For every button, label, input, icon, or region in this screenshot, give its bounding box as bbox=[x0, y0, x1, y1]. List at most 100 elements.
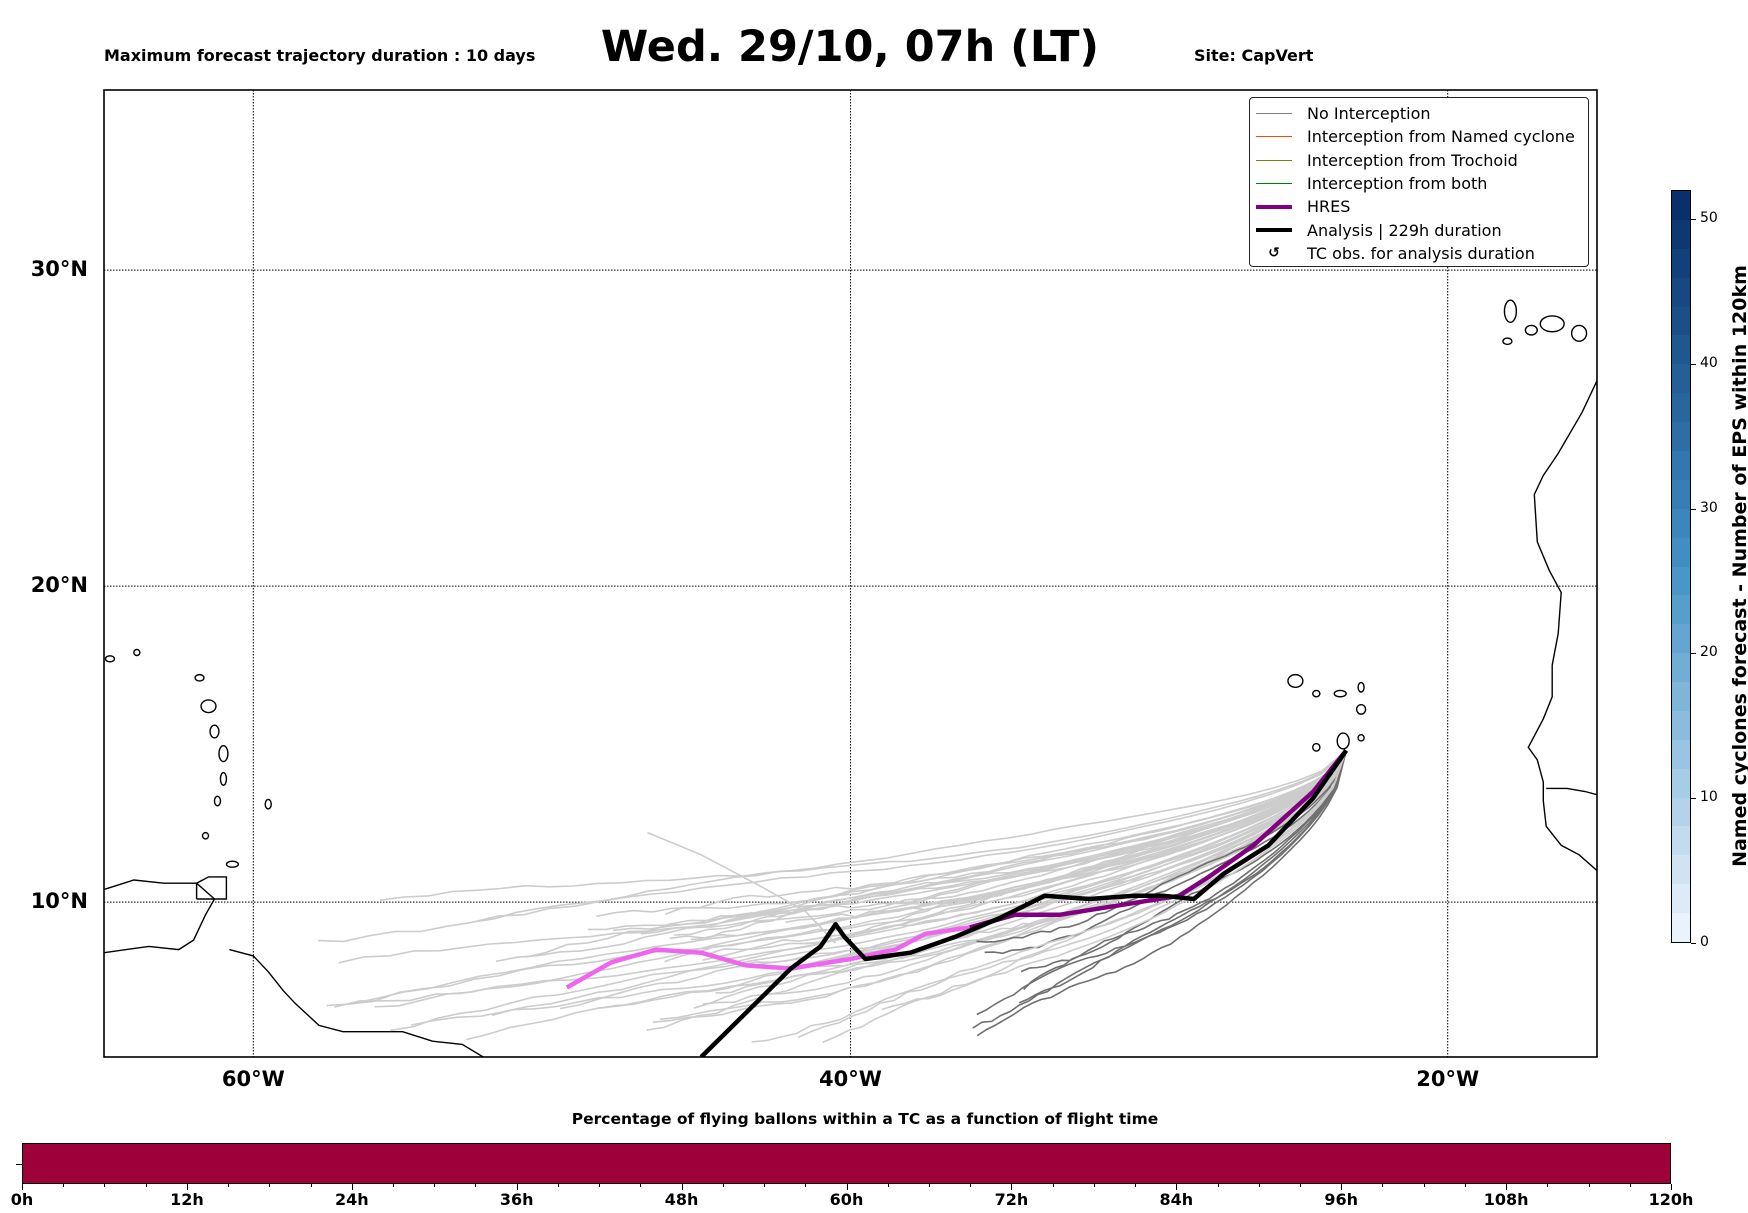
colorbar-segment bbox=[1672, 768, 1690, 798]
colorbar-segment bbox=[1672, 797, 1690, 827]
island bbox=[1570, 324, 1588, 342]
progress-bar-label: 24h bbox=[334, 1190, 369, 1209]
eps-trajectory bbox=[349, 750, 1347, 1005]
legend-swatch bbox=[1256, 136, 1292, 138]
eps-trajectory bbox=[741, 750, 1347, 966]
colorbar-segment bbox=[1672, 884, 1690, 914]
legend-label: Interception from Named cyclone bbox=[1307, 127, 1575, 147]
lat-label: 30°N bbox=[30, 257, 88, 282]
legend-label: No Interception bbox=[1307, 104, 1431, 124]
progress-bar-minor-tick bbox=[640, 1184, 642, 1187]
progress-bar-fill bbox=[23, 1144, 1670, 1183]
legend-swatch bbox=[1256, 159, 1292, 161]
colorbar-segment bbox=[1672, 913, 1690, 942]
legend-swatch bbox=[1256, 113, 1292, 115]
colorbar-segment bbox=[1672, 826, 1690, 856]
eps-trajectory bbox=[972, 750, 1347, 1029]
legend-label: HRES bbox=[1307, 197, 1351, 217]
eps-trajectory bbox=[410, 750, 1347, 1026]
legend-swatch bbox=[1256, 183, 1292, 185]
progress-bar-minor-tick bbox=[393, 1184, 395, 1187]
progress-bar-minor-tick bbox=[145, 1184, 147, 1187]
colorbar-segment bbox=[1672, 191, 1690, 220]
progress-bar-minor-tick bbox=[887, 1184, 889, 1187]
progress-bar-label: 120h bbox=[1648, 1190, 1694, 1209]
colorbar-segment bbox=[1672, 277, 1690, 307]
colorbar-tick-label: 0 bbox=[1700, 934, 1709, 950]
legend-item-trochoid: Interception from Trochoid bbox=[1250, 149, 1588, 172]
lat-label: 20°N bbox=[30, 573, 88, 598]
colorbar-segment bbox=[1672, 595, 1690, 625]
eps-trajectory bbox=[976, 750, 1347, 1037]
progress-bar-minor-tick bbox=[722, 1184, 724, 1187]
progress-bar-minor-tick bbox=[928, 1184, 930, 1187]
colorbar-segment bbox=[1672, 450, 1690, 480]
legend-item-both: Interception from both bbox=[1250, 172, 1588, 195]
progress-bar-label: 96h bbox=[1324, 1190, 1359, 1209]
colorbar-segment bbox=[1672, 364, 1690, 394]
legend-item-analysis: Analysis | 229h duration bbox=[1250, 218, 1588, 241]
colorbar-tick bbox=[1691, 363, 1696, 365]
progress-bar-minor-tick bbox=[970, 1184, 972, 1187]
lon-label: 60°W bbox=[221, 1067, 285, 1091]
eps-trajectory bbox=[596, 750, 1347, 1010]
island bbox=[1336, 732, 1350, 750]
island bbox=[1524, 324, 1538, 336]
colorbar-segment bbox=[1672, 479, 1690, 509]
progress-bar-ytick bbox=[16, 1164, 22, 1165]
colorbar-segment bbox=[1672, 393, 1690, 423]
progress-bar-minor-tick bbox=[1217, 1184, 1219, 1187]
progress-bar-major-tick bbox=[1671, 1184, 1672, 1190]
eps-trajectory bbox=[665, 750, 1347, 915]
progress-bar-minor-tick bbox=[1093, 1184, 1095, 1187]
eps-trajectory bbox=[389, 750, 1347, 1032]
analysis-track bbox=[699, 749, 1349, 1057]
coastline bbox=[1546, 787, 1597, 796]
island bbox=[1355, 703, 1367, 715]
legend-label: Interception from Trochoid bbox=[1307, 150, 1518, 170]
legend-item-hres: HRES bbox=[1250, 195, 1588, 218]
progress-bar-label: 108h bbox=[1483, 1190, 1529, 1209]
island bbox=[1357, 733, 1365, 742]
progress-bar-label: 0h bbox=[10, 1190, 34, 1209]
island bbox=[201, 831, 210, 840]
colorbar-tick-label: 20 bbox=[1700, 644, 1718, 661]
island bbox=[1333, 689, 1347, 698]
progress-bar-label: 84h bbox=[1159, 1190, 1194, 1209]
main-tracks bbox=[565, 749, 1349, 1057]
progress-bar-minor-tick bbox=[1547, 1184, 1549, 1187]
progress-bar-minor-tick bbox=[475, 1184, 477, 1187]
colorbar bbox=[1671, 190, 1691, 943]
colorbar-segment bbox=[1672, 537, 1690, 567]
progress-bar-minor-tick bbox=[1382, 1184, 1384, 1187]
eps-trajectory bbox=[822, 750, 1347, 1044]
coastlines bbox=[104, 299, 1597, 1057]
eps-trajectory bbox=[318, 749, 1347, 943]
island bbox=[264, 798, 272, 810]
island bbox=[133, 648, 141, 657]
island bbox=[1539, 315, 1565, 333]
colorbar-segment bbox=[1672, 248, 1690, 278]
progress-bar-minor-tick bbox=[104, 1184, 106, 1187]
progress-bar-major-tick bbox=[516, 1184, 518, 1190]
eps-trajectory bbox=[764, 750, 1347, 918]
island bbox=[104, 655, 116, 663]
progress-bar-major-tick bbox=[22, 1184, 23, 1190]
progress-bar-minor-tick bbox=[1052, 1184, 1054, 1187]
colorbar-tick-label: 50 bbox=[1700, 209, 1718, 226]
info-line: Maximum forecast trajectory duration : 1… bbox=[104, 46, 536, 65]
tc-symbol-icon: ↺ bbox=[1268, 245, 1280, 262]
legend-item-tc-obs: ↺ TC obs. for analysis duration bbox=[1250, 242, 1588, 265]
progress-bar-minor-tick bbox=[310, 1184, 312, 1187]
colorbar-segment bbox=[1672, 422, 1690, 451]
island bbox=[218, 745, 229, 763]
colorbar-segment bbox=[1672, 682, 1690, 711]
progress-bar-minor-tick bbox=[599, 1184, 601, 1187]
island bbox=[1357, 681, 1365, 693]
progress-bar-major-tick bbox=[846, 1184, 848, 1190]
eps-trajectory bbox=[976, 750, 1347, 1016]
island bbox=[213, 795, 222, 807]
colorbar-tick-label: 10 bbox=[1700, 789, 1718, 806]
colorbar-tick-label: 30 bbox=[1700, 499, 1718, 516]
